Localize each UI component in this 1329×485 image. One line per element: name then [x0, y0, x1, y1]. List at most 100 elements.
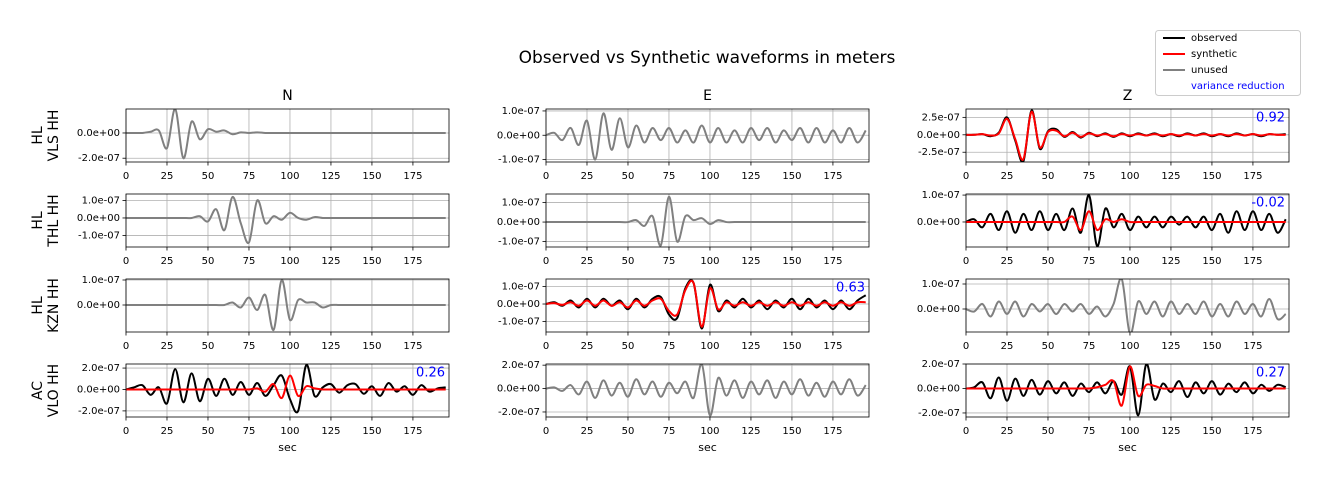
- axes-frame: [125, 363, 450, 418]
- axes-frame: [965, 363, 1290, 418]
- x-tick-label: 75: [663, 341, 676, 352]
- x-tick-label: 0: [543, 426, 549, 437]
- x-tick-label: 75: [243, 256, 256, 267]
- x-tick-label: 75: [1083, 256, 1096, 267]
- y-tick-label: -1.0e-07: [498, 155, 540, 166]
- x-tick-label: 150: [1202, 426, 1221, 437]
- x-tick-label: 0: [543, 256, 549, 267]
- variance-reduction: -0.02: [1251, 196, 1285, 211]
- legend-label: synthetic: [1191, 49, 1237, 60]
- panel: 0 25 50 75 100 125 150 175 0.0e+00 1.0e-07 -0.02: [917, 190, 1290, 267]
- x-tick-label: 50: [202, 341, 215, 352]
- x-axis-label: sec: [278, 441, 297, 454]
- x-tick-label: 125: [321, 426, 340, 437]
- x-tick-label: 175: [1243, 256, 1262, 267]
- y-tick-label: 0.0e+00: [917, 217, 960, 228]
- x-tick-label: 75: [243, 426, 256, 437]
- waveform: [126, 374, 446, 400]
- x-tick-label: 0: [543, 171, 549, 182]
- panel-title: Z: [1123, 88, 1133, 104]
- x-tick-label: 50: [622, 256, 635, 267]
- waveform: [966, 365, 1286, 407]
- axes-frame: [125, 278, 450, 333]
- station-label: VLO HH: [46, 364, 62, 417]
- x-tick-label: 150: [782, 426, 801, 437]
- panel: 0 25 50 75 100 125 150 175 -2.0e-07 0.0e+00 N HL VLS…: [30, 88, 450, 182]
- axes-frame: [965, 193, 1290, 248]
- x-tick-label: 150: [1202, 256, 1221, 267]
- x-tick-label: 75: [1083, 171, 1096, 182]
- x-tick-label: 175: [823, 256, 842, 267]
- x-tick-label: 175: [1243, 171, 1262, 182]
- panel: 0 25 50 75 100 125 150 175 -2.0e-07 0.0e+00 2.0e-0…: [30, 363, 450, 454]
- variance-reduction: 0.27: [1256, 366, 1285, 381]
- axes-frame: [545, 363, 870, 418]
- x-tick-label: 25: [1001, 341, 1014, 352]
- x-tick-label: 100: [700, 341, 719, 352]
- x-tick-label: 150: [362, 256, 381, 267]
- x-tick-label: 0: [963, 171, 969, 182]
- x-tick-label: 125: [741, 171, 760, 182]
- waveform: [966, 210, 1286, 232]
- x-tick-label: 175: [823, 426, 842, 437]
- x-axis-label: sec: [1118, 441, 1137, 454]
- y-tick-label: -1.0e-07: [498, 237, 540, 248]
- x-tick-label: 125: [741, 426, 760, 437]
- y-tick-label: -1.0e-07: [498, 317, 540, 328]
- panel: 0 25 50 75 100 125 150 175 -2.5e-07 0.0e+00 2.5e-0…: [917, 88, 1290, 182]
- axes-frame: [965, 108, 1290, 163]
- waveform: [546, 112, 867, 161]
- panel: 0 25 50 75 100 125 150 175 -2.0e-07 0.0e+00 2.0e-0…: [497, 360, 870, 454]
- x-tick-label: 150: [1202, 341, 1221, 352]
- x-tick-label: 0: [123, 256, 129, 267]
- x-tick-label: 0: [123, 171, 129, 182]
- x-tick-label: 25: [581, 171, 594, 182]
- panel: 0 25 50 75 100 125 150 175 0.0e+00 1.0e-07: [917, 278, 1290, 352]
- panel-title: N: [282, 88, 292, 104]
- axes-frame: [545, 193, 870, 248]
- waveform: [126, 109, 446, 160]
- station-label: KZN HH: [46, 278, 62, 333]
- y-tick-label: 1.0e-07: [82, 275, 120, 286]
- x-tick-label: 0: [963, 426, 969, 437]
- x-tick-label: 0: [963, 256, 969, 267]
- x-tick-label: 25: [581, 341, 594, 352]
- waveform: [126, 195, 446, 245]
- station-label: HL: [30, 296, 46, 315]
- x-tick-label: 125: [1161, 426, 1180, 437]
- station-label: VLS HH: [46, 110, 62, 162]
- y-tick-label: -1.0e-07: [78, 230, 120, 241]
- x-tick-label: 125: [321, 341, 340, 352]
- y-tick-label: 1.0e-07: [922, 279, 960, 290]
- y-tick-label: 0.0e+00: [497, 384, 540, 395]
- axes-frame: [545, 278, 870, 333]
- y-tick-label: -2.0e-07: [498, 407, 540, 418]
- legend-label: variance reduction: [1191, 81, 1285, 92]
- x-tick-label: 175: [823, 341, 842, 352]
- waveform: [546, 195, 866, 247]
- x-tick-label: 50: [202, 426, 215, 437]
- x-tick-label: 175: [1243, 426, 1262, 437]
- x-tick-label: 0: [543, 341, 549, 352]
- x-tick-label: 25: [1001, 256, 1014, 267]
- y-tick-label: 0.0e+00: [917, 304, 960, 315]
- x-tick-label: 150: [1202, 171, 1221, 182]
- y-tick-label: -2.0e-07: [78, 153, 120, 164]
- x-tick-label: 50: [1042, 171, 1055, 182]
- x-tick-label: 150: [782, 256, 801, 267]
- y-tick-label: 0.0e+00: [917, 383, 960, 394]
- x-tick-label: 0: [963, 341, 969, 352]
- variance-reduction: 0.63: [836, 281, 865, 296]
- x-tick-label: 50: [622, 426, 635, 437]
- x-tick-label: 25: [581, 256, 594, 267]
- x-tick-label: 75: [663, 426, 676, 437]
- y-tick-label: 1.0e-07: [82, 195, 120, 206]
- x-tick-label: 175: [823, 171, 842, 182]
- x-tick-label: 150: [362, 341, 381, 352]
- variance-reduction: 0.26: [416, 366, 445, 381]
- x-tick-label: 25: [161, 341, 174, 352]
- x-tick-label: 75: [1083, 341, 1096, 352]
- x-tick-label: 50: [622, 341, 635, 352]
- station-label: HL: [30, 211, 46, 230]
- variance-reduction: 0.92: [1256, 111, 1285, 126]
